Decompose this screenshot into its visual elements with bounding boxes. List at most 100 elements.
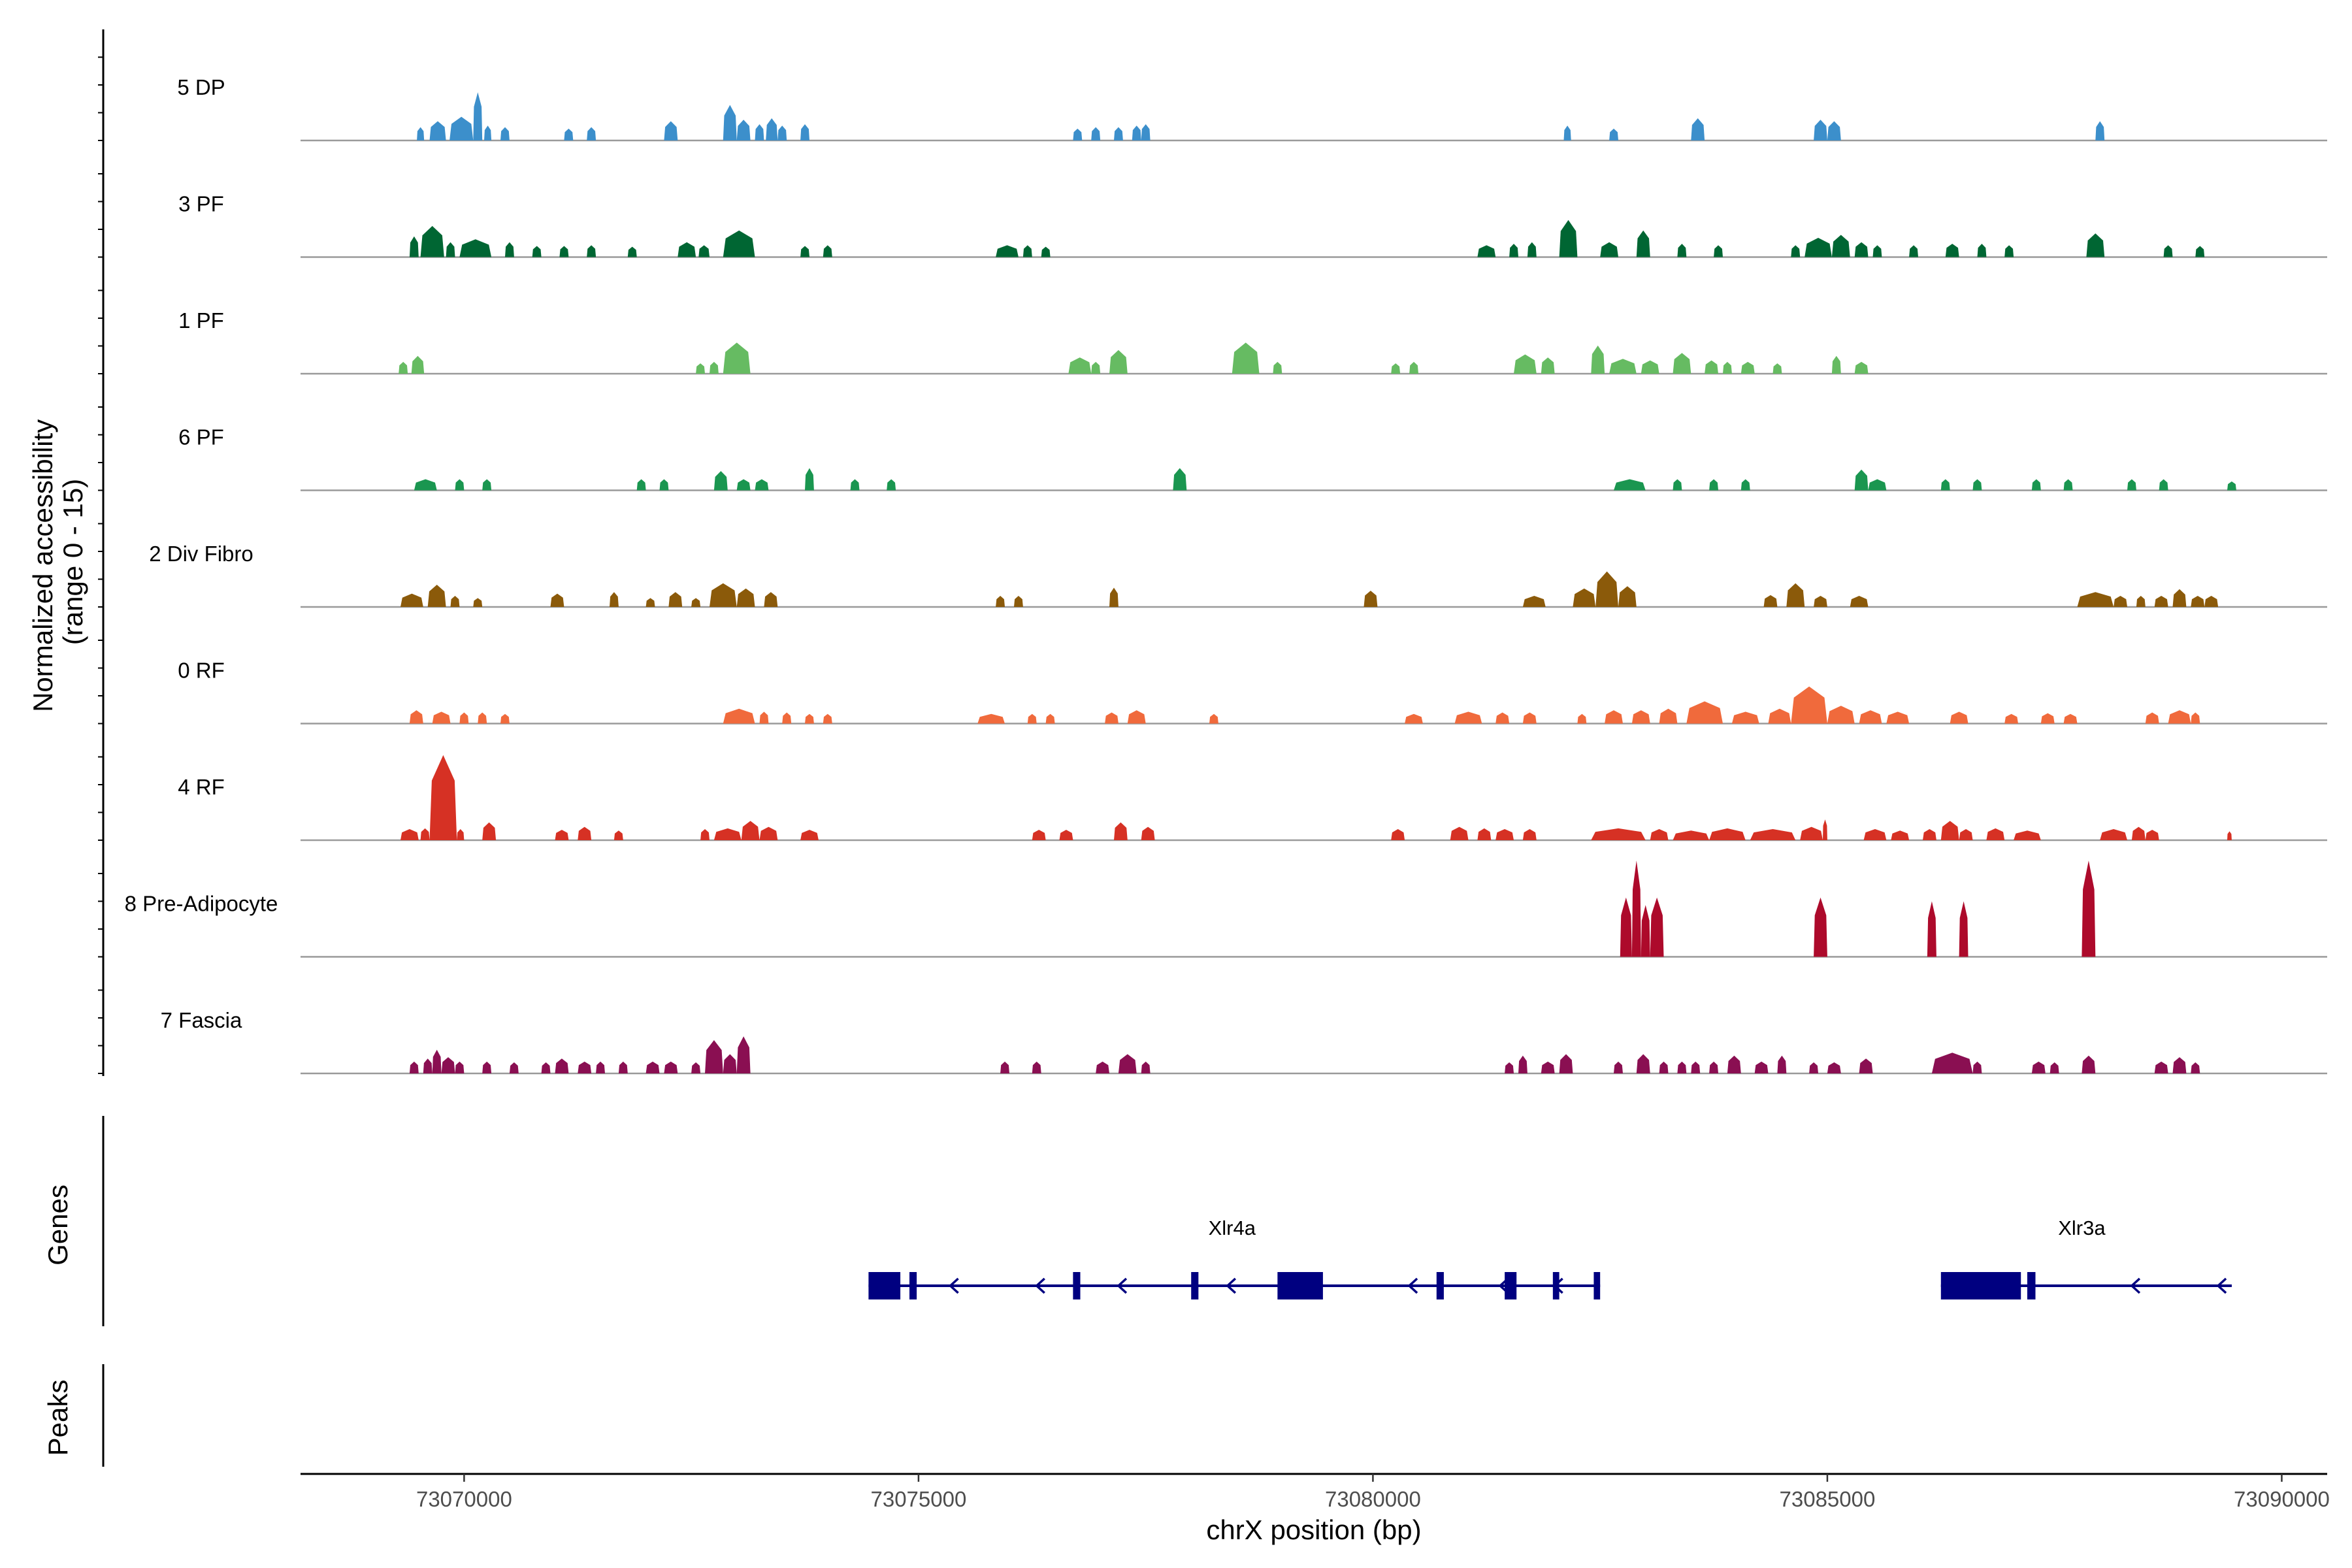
coverage-peak xyxy=(2086,233,2105,257)
strand-arrow xyxy=(1226,1277,1237,1294)
coverage-peak xyxy=(1791,245,1801,257)
coverage-peak xyxy=(1541,357,1555,374)
coverage-peak xyxy=(800,246,809,257)
coverage-peak xyxy=(449,116,474,140)
coverage-peak xyxy=(1559,1054,1573,1073)
coverage-peak xyxy=(1659,708,1678,724)
coverage-peak xyxy=(509,1062,519,1073)
coverage-peak xyxy=(1854,361,1869,374)
coverage-peak xyxy=(1045,713,1055,724)
coverage-peak xyxy=(2095,121,2105,140)
coverage-peak xyxy=(1518,1055,1527,1073)
coverage-peak xyxy=(1891,830,1910,840)
coverage-peak xyxy=(1620,897,1632,957)
coverage-peak xyxy=(1631,860,1641,957)
coverage-peak xyxy=(450,596,460,607)
coverage-peak xyxy=(399,361,408,374)
x-tick-label: 73080000 xyxy=(1325,1487,1421,1511)
coverage-peak xyxy=(1950,711,1968,724)
coverage-peak xyxy=(1723,361,1732,374)
coverage-peak xyxy=(1831,355,1841,374)
coverage-peak xyxy=(1232,342,1260,374)
track-1-pf: 1 PF xyxy=(178,308,2327,375)
coverage-peak xyxy=(2195,246,2205,257)
coverage-peak xyxy=(1754,1061,1769,1073)
coverage-peak xyxy=(766,118,778,140)
coverage-peak xyxy=(446,242,455,257)
coverage-peak xyxy=(1068,357,1092,374)
coverage-peak xyxy=(741,821,760,840)
coverage-peak xyxy=(420,225,444,257)
coverage-peak xyxy=(1772,363,1782,374)
coverage-peak xyxy=(505,242,514,257)
coverage-peak xyxy=(409,1061,419,1073)
coverage-peak xyxy=(1527,242,1537,257)
coverage-peak xyxy=(1868,479,1887,491)
coverage-peak xyxy=(1522,829,1537,840)
coverage-peak xyxy=(1854,469,1869,491)
coverage-peak xyxy=(736,479,751,491)
coverage-peak xyxy=(429,755,457,840)
coverage-peak xyxy=(1091,127,1101,140)
coverage-peak xyxy=(1791,686,1827,724)
coverage-peak xyxy=(1127,710,1146,724)
coverage-peak xyxy=(2114,596,2127,607)
track-label: 0 RF xyxy=(178,659,225,683)
coverage-peak xyxy=(627,246,637,257)
coverage-peak xyxy=(478,712,487,724)
coverage-peak xyxy=(2031,1061,2046,1073)
coverage-peak xyxy=(1505,1062,1514,1073)
coverage-peak xyxy=(1709,828,1746,840)
track-label: 5 DP xyxy=(177,75,225,99)
coverage-peak xyxy=(578,1061,592,1073)
coverage-peak xyxy=(400,593,423,607)
coverage-peak xyxy=(696,363,705,374)
strand-arrow xyxy=(1407,1277,1418,1294)
coverage-peak xyxy=(1800,826,1823,840)
coverage-peak xyxy=(691,1062,701,1073)
coverage-peak xyxy=(555,830,569,840)
coverage-peak xyxy=(587,127,596,140)
coverage-peak xyxy=(532,246,542,257)
coverage-peak xyxy=(1132,125,1141,140)
coverage-peak xyxy=(1114,822,1128,840)
coverage-peak xyxy=(1027,713,1037,724)
track-3-pf: 3 PF xyxy=(178,192,2327,258)
coverage-peak xyxy=(755,479,769,491)
coverage-peak xyxy=(2077,592,2114,607)
track-label: 6 PF xyxy=(178,425,224,449)
coverage-peak xyxy=(1141,1061,1151,1073)
coverage-peak xyxy=(2014,830,2041,840)
coverage-peak xyxy=(1605,710,1623,724)
coverage-peak xyxy=(1454,711,1482,724)
coverage-peak xyxy=(1940,479,1950,491)
coverage-peak xyxy=(1959,829,1973,840)
coverage-peak xyxy=(2063,713,2078,724)
coverage-peak xyxy=(1650,897,1664,957)
coverage-peak xyxy=(550,593,564,607)
coverage-peak xyxy=(559,246,569,257)
coverage-peak xyxy=(1931,1053,1973,1073)
coverage-peak xyxy=(1591,828,1646,840)
coverage-peak xyxy=(1673,479,1682,491)
strand-arrow xyxy=(949,1277,959,1294)
coverage-peak xyxy=(1859,1058,1873,1073)
coverage-peak xyxy=(759,826,778,840)
coverage-peak xyxy=(977,713,1005,724)
coverage-peak xyxy=(457,829,465,840)
strand-arrow xyxy=(1553,1277,1563,1294)
coverage-peak xyxy=(1705,360,1718,374)
coverage-peak xyxy=(1673,830,1710,840)
coverage-peak xyxy=(414,479,437,491)
coverage-peak xyxy=(1495,712,1510,724)
peaks-track-label: Peaks xyxy=(42,1380,73,1456)
coverage-peak xyxy=(2082,860,2096,957)
coverage-peak xyxy=(432,1049,442,1073)
coverage-peak xyxy=(432,711,451,724)
coverage-peak xyxy=(2191,712,2200,724)
coverage-peak xyxy=(1777,1055,1787,1073)
coverage-peak xyxy=(2227,831,2232,840)
coverage-peak xyxy=(473,92,483,140)
coverage-peak xyxy=(1859,710,1882,724)
coverage-peak xyxy=(1573,588,1596,607)
